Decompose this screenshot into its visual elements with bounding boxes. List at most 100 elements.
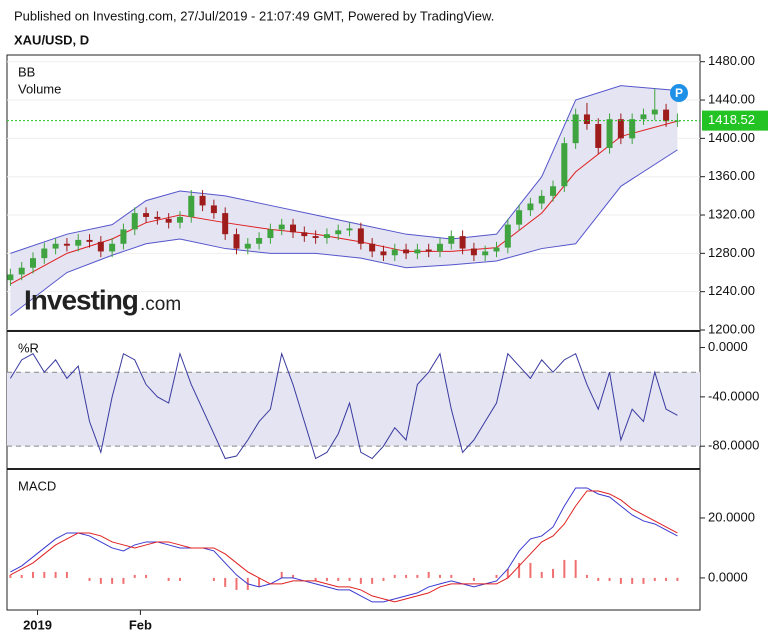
series-line xyxy=(10,490,678,603)
candle-body xyxy=(663,109,670,122)
candle-body xyxy=(30,258,37,268)
histogram-bar xyxy=(416,574,419,578)
y-tick-label: -40.0000 xyxy=(708,388,759,403)
histogram-bar xyxy=(9,574,12,578)
candle-body xyxy=(527,203,534,211)
candle-body xyxy=(323,234,330,239)
y-tick-label: 1320.00 xyxy=(708,206,755,221)
histogram-bar xyxy=(653,577,656,581)
histogram-bar xyxy=(631,577,634,584)
candle-body xyxy=(425,249,432,252)
candle-body xyxy=(561,143,568,187)
histogram-bar xyxy=(405,574,408,578)
histogram-bar xyxy=(359,577,362,584)
candle-body xyxy=(572,114,579,144)
histogram-bar xyxy=(574,559,577,578)
candle-body xyxy=(86,239,93,242)
histogram-bar xyxy=(348,577,351,581)
histogram-bar xyxy=(32,571,35,578)
histogram-bar xyxy=(427,571,430,578)
candle-body xyxy=(301,232,308,237)
histogram-bar xyxy=(552,568,555,578)
x-tick-label: 2019 xyxy=(23,617,52,632)
histogram-bar xyxy=(325,577,328,581)
histogram-bar xyxy=(20,574,23,578)
histogram-bar xyxy=(43,571,46,578)
y-tick-label: 1240.00 xyxy=(708,283,755,298)
histogram-bar xyxy=(280,571,283,578)
indicator-label: BB xyxy=(18,64,35,79)
last-price-box xyxy=(702,110,768,131)
candle-body xyxy=(188,195,195,217)
candle-body xyxy=(18,267,25,275)
histogram-bar xyxy=(563,559,566,578)
histogram-bar xyxy=(585,574,588,578)
candle-body xyxy=(403,249,410,254)
candle-body xyxy=(210,205,217,214)
candle-body xyxy=(233,234,240,249)
last-price-label: 1418.52 xyxy=(708,112,755,127)
histogram-bar xyxy=(224,577,227,587)
histogram-bar xyxy=(529,562,532,578)
histogram-bar xyxy=(540,571,543,578)
published-note: Published on Investing.com, 27/Jul/2019 … xyxy=(14,8,494,23)
histogram-bar xyxy=(382,577,385,581)
histogram-bar xyxy=(642,577,645,584)
candle-body xyxy=(391,249,398,256)
badge xyxy=(670,84,688,102)
candle-body xyxy=(369,243,376,252)
histogram-bar xyxy=(472,577,475,581)
candle-body xyxy=(482,251,489,256)
histogram-bar xyxy=(212,577,215,581)
candle-body xyxy=(516,210,523,225)
y-tick-label: 1440.00 xyxy=(708,91,755,106)
candle-body xyxy=(267,229,274,239)
candle-body xyxy=(470,248,477,256)
pane-title: %R xyxy=(18,340,39,355)
candle-body xyxy=(75,239,82,246)
histogram-bar xyxy=(122,577,125,584)
histogram-bar xyxy=(619,577,622,584)
candle-body xyxy=(278,224,285,230)
histogram-bar xyxy=(597,577,600,581)
candle-body xyxy=(335,230,342,235)
indicator-label: Volume xyxy=(18,81,61,96)
y-tick-label: -80.0000 xyxy=(708,438,759,453)
histogram-bar xyxy=(167,577,170,581)
candle-body xyxy=(290,224,297,233)
y-tick-label: 1400.00 xyxy=(708,130,755,145)
candle-body xyxy=(459,236,466,249)
x-tick-label: Feb xyxy=(129,617,152,632)
candle-body xyxy=(617,119,624,139)
histogram-bar xyxy=(88,577,91,581)
histogram-bar xyxy=(111,577,114,584)
bb-lower xyxy=(10,149,678,317)
candle-body xyxy=(380,251,387,256)
histogram-bar xyxy=(292,574,295,578)
candle-body xyxy=(109,243,116,252)
bb-upper xyxy=(10,85,678,254)
candle-body xyxy=(52,243,59,249)
series-line xyxy=(9,351,678,460)
candle-body xyxy=(199,195,206,206)
candle-body xyxy=(312,236,319,239)
candle-body xyxy=(550,186,557,196)
y-tick-label: 1200.00 xyxy=(708,321,755,336)
candle-body xyxy=(63,243,70,246)
candle-body xyxy=(41,248,48,259)
symbol: XAU/USD, D xyxy=(14,32,89,47)
histogram-bar xyxy=(99,577,102,584)
y-tick-label: 1480.00 xyxy=(708,53,755,68)
candle-body xyxy=(143,213,150,217)
histogram-bar xyxy=(178,577,181,581)
histogram-bar xyxy=(371,577,374,584)
candle-body xyxy=(448,236,455,244)
histogram-bar xyxy=(54,571,57,578)
candle-body xyxy=(97,241,104,252)
candle-body xyxy=(154,216,161,219)
y-tick-label: 0.0000 xyxy=(708,339,748,354)
pane xyxy=(7,61,700,330)
histogram-bar xyxy=(145,574,148,578)
badge-label: P xyxy=(675,86,683,100)
candle-body xyxy=(7,274,14,281)
